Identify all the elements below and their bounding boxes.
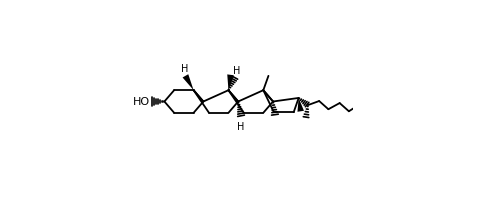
Polygon shape: [227, 75, 234, 91]
Text: HO: HO: [133, 97, 150, 107]
Polygon shape: [298, 99, 304, 112]
Polygon shape: [182, 75, 193, 91]
Text: H: H: [236, 121, 244, 131]
Text: H: H: [181, 64, 188, 74]
Text: H: H: [233, 65, 240, 75]
